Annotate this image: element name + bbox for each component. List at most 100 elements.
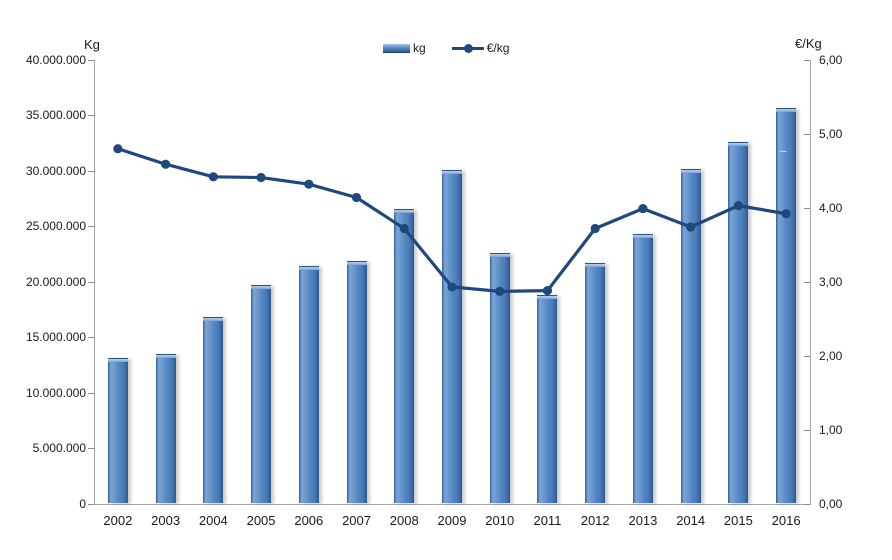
x-axis-label-2009: 2009 (437, 512, 467, 528)
bar-2004 (203, 317, 224, 504)
right-axis-tick (804, 429, 810, 431)
left-axis-tick (88, 392, 94, 394)
legend-item-eur-per-kg: €/kg (451, 41, 510, 55)
x-axis-label-2006: 2006 (294, 512, 324, 528)
bar-2013 (632, 234, 653, 504)
left-axis-line (94, 60, 95, 504)
line-marker-2006 (304, 179, 314, 189)
left-axis-tick-label: 0 (79, 496, 86, 511)
line-marker-2010 (495, 286, 505, 296)
right-axis-title: €/Kg (795, 36, 822, 51)
bar-top-bevel (537, 295, 558, 300)
bar-top-bevel (203, 317, 224, 322)
x-axis-label-2005: 2005 (246, 512, 276, 528)
line-marker-2008 (399, 223, 409, 234)
bar-top-bevel (632, 234, 653, 239)
line-marker-2002 (113, 144, 123, 154)
bar-top-bevel (776, 107, 797, 112)
price-line (117, 147, 787, 293)
line-marker-2009 (447, 282, 457, 292)
left-axis-tick-label: 25.000.000 (25, 219, 86, 234)
bar-top-bevel (585, 262, 606, 267)
line-marker-2005 (256, 172, 266, 183)
legend-label-kg: kg (413, 41, 426, 55)
line-marker-2016 (781, 209, 791, 219)
left-axis-tick (88, 337, 94, 339)
left-axis-tick-label: 30.000.000 (25, 163, 86, 178)
bar-2012 (585, 262, 606, 504)
left-axis-tick-label: 35.000.000 (25, 108, 86, 123)
bar-2010 (489, 252, 510, 504)
left-axis-tick (88, 60, 94, 61)
bar-2007 (346, 260, 367, 504)
line-marker-2013 (638, 203, 648, 214)
right-axis-line (810, 60, 811, 504)
bar-top-bevel (107, 358, 128, 363)
line-marker-2014 (686, 222, 696, 232)
right-axis-tick-label: 6,00 (819, 53, 843, 67)
left-axis-tick-label: 20.000.000 (25, 274, 86, 289)
x-axis-label-2013: 2013 (628, 512, 658, 528)
line-marker-icon (463, 43, 473, 53)
x-axis-label-2014: 2014 (676, 512, 706, 528)
right-axis-tick (804, 133, 810, 135)
bar-series-swatch-icon (383, 43, 410, 53)
x-axis-label-2016: 2016 (771, 512, 801, 528)
bar-2014 (680, 168, 701, 504)
left-axis-tick-label: 40.000.000 (25, 53, 86, 67)
left-axis-tick (88, 226, 94, 228)
left-axis-tick (88, 281, 94, 283)
left-axis-title: Kg (84, 37, 100, 52)
bar-top-bevel (489, 252, 510, 257)
legend-label-eur-per-kg: €/kg (486, 41, 510, 55)
line-marker-2007 (351, 192, 362, 203)
bar-top-bevel (680, 168, 701, 173)
right-axis-tick-label: 1,00 (819, 422, 843, 437)
bar-top-bevel (442, 169, 462, 174)
left-axis-tick-label: 15.000.000 (25, 330, 86, 345)
bar-top-bevel (298, 266, 319, 271)
line-marker-2011 (542, 286, 553, 296)
left-axis-tick (88, 448, 94, 450)
x-axis-label-2008: 2008 (389, 512, 419, 528)
bar-top-bevel (346, 260, 367, 265)
bar-top-bevel (155, 353, 176, 358)
right-axis-tick (804, 60, 810, 61)
bar-top-bevel (251, 285, 272, 290)
x-axis-line (94, 503, 811, 505)
line-marker-2012 (590, 223, 600, 234)
right-axis-tick-label: 2,00 (819, 348, 843, 363)
right-axis-tick (804, 207, 810, 209)
bar-top-bevel (728, 142, 749, 147)
right-axis-tick (804, 355, 810, 357)
x-axis-label-2010: 2010 (485, 512, 515, 528)
x-axis-label-2004: 2004 (198, 512, 228, 528)
right-axis-tick (804, 281, 810, 283)
line-marker-2004 (208, 172, 218, 182)
right-axis-tick-label: 3,00 (819, 274, 843, 289)
left-axis-tick (88, 115, 94, 117)
x-axis-label-2003: 2003 (151, 512, 181, 528)
right-axis-tick-label: 0,00 (819, 496, 843, 511)
left-axis-tick-label: 10.000.000 (25, 385, 86, 400)
x-axis-label-2011: 2011 (533, 512, 562, 528)
right-axis-tick-label: 4,00 (819, 200, 843, 215)
bar-2009 (442, 169, 462, 504)
bar-2006 (298, 266, 319, 504)
right-axis-tick (804, 503, 810, 505)
bar-2016 (776, 107, 797, 504)
x-axis-label-2012: 2012 (580, 512, 610, 528)
bar-2002 (107, 358, 128, 504)
bar-2008 (394, 208, 415, 504)
bar-top-bevel (394, 208, 415, 213)
bar-2005 (251, 285, 272, 504)
left-axis-tick (88, 503, 94, 505)
left-axis-tick-label: 5.000.000 (32, 441, 86, 456)
line-marker-2003 (161, 159, 171, 169)
legend-item-kg: kg (383, 41, 426, 55)
right-axis-tick-label: 5,00 (819, 126, 843, 141)
line-series-swatch-icon (451, 43, 484, 53)
x-axis-label-2007: 2007 (342, 512, 371, 528)
line-marker-2015 (733, 201, 744, 211)
